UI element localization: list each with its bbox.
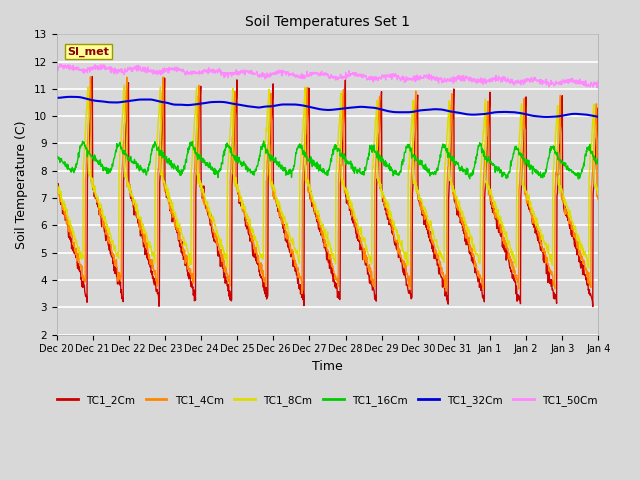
TC1_16Cm <box>575 176 582 182</box>
TC1_2Cm <box>483 156 490 162</box>
TC1_32Cm <box>161 99 168 105</box>
TC1_32Cm <box>234 102 242 108</box>
TC1_2Cm <box>52 182 60 188</box>
TC1_50Cm <box>412 78 420 84</box>
TC1_2Cm <box>595 193 602 199</box>
TC1_50Cm <box>593 85 601 91</box>
TC1_4Cm <box>298 290 306 296</box>
TC1_8Cm <box>52 184 60 190</box>
Line: TC1_8Cm: TC1_8Cm <box>56 85 598 268</box>
TC1_16Cm <box>483 157 490 163</box>
TC1_16Cm <box>160 154 168 159</box>
TC1_50Cm <box>161 69 168 75</box>
TC1_2Cm <box>589 304 596 310</box>
TC1_16Cm <box>234 156 241 162</box>
TC1_32Cm <box>173 102 181 108</box>
TC1_50Cm <box>56 61 64 67</box>
TC1_16Cm <box>52 154 60 159</box>
TC1_8Cm <box>120 82 128 88</box>
Y-axis label: Soil Temperature (C): Soil Temperature (C) <box>15 120 28 249</box>
Line: TC1_2Cm: TC1_2Cm <box>56 76 598 307</box>
TC1_8Cm <box>531 211 538 216</box>
TC1_16Cm <box>595 157 602 163</box>
TC1_2Cm <box>88 73 96 79</box>
TC1_4Cm <box>86 74 94 80</box>
Line: TC1_16Cm: TC1_16Cm <box>56 141 598 179</box>
TC1_16Cm <box>531 167 538 173</box>
TC1_8Cm <box>595 187 602 192</box>
TC1_32Cm <box>52 95 60 101</box>
TC1_8Cm <box>483 185 490 191</box>
Line: TC1_4Cm: TC1_4Cm <box>56 77 598 293</box>
TC1_2Cm <box>531 223 538 229</box>
TC1_32Cm <box>595 114 602 120</box>
TC1_50Cm <box>173 67 181 73</box>
Line: TC1_32Cm: TC1_32Cm <box>56 97 598 117</box>
TC1_32Cm <box>531 113 538 119</box>
TC1_32Cm <box>67 94 74 100</box>
TC1_8Cm <box>173 216 181 222</box>
TC1_16Cm <box>173 165 181 171</box>
Legend: TC1_2Cm, TC1_4Cm, TC1_8Cm, TC1_16Cm, TC1_32Cm, TC1_50Cm: TC1_2Cm, TC1_4Cm, TC1_8Cm, TC1_16Cm, TC1… <box>53 391 602 410</box>
TC1_50Cm <box>234 69 242 75</box>
TC1_50Cm <box>531 75 538 81</box>
TC1_4Cm <box>595 197 602 203</box>
TC1_4Cm <box>483 112 491 118</box>
TC1_50Cm <box>52 65 60 71</box>
Title: Soil Temperatures Set 1: Soil Temperatures Set 1 <box>245 15 410 29</box>
TC1_8Cm <box>412 188 420 194</box>
TC1_2Cm <box>161 95 168 101</box>
TC1_4Cm <box>52 182 60 188</box>
TC1_16Cm <box>260 138 268 144</box>
TC1_32Cm <box>483 111 490 117</box>
X-axis label: Time: Time <box>312 360 343 373</box>
TC1_4Cm <box>412 187 420 192</box>
TC1_8Cm <box>585 265 593 271</box>
Line: TC1_50Cm: TC1_50Cm <box>56 64 598 88</box>
TC1_50Cm <box>595 77 602 83</box>
TC1_4Cm <box>531 219 539 225</box>
Text: SI_met: SI_met <box>67 47 109 57</box>
TC1_2Cm <box>412 126 420 132</box>
TC1_4Cm <box>173 229 181 235</box>
TC1_2Cm <box>173 228 181 234</box>
TC1_8Cm <box>234 183 242 189</box>
TC1_32Cm <box>543 114 550 120</box>
TC1_4Cm <box>234 188 242 193</box>
TC1_50Cm <box>483 79 490 84</box>
TC1_2Cm <box>234 191 242 197</box>
TC1_4Cm <box>161 181 168 187</box>
TC1_16Cm <box>412 156 420 161</box>
TC1_32Cm <box>412 108 420 114</box>
TC1_8Cm <box>161 178 168 184</box>
